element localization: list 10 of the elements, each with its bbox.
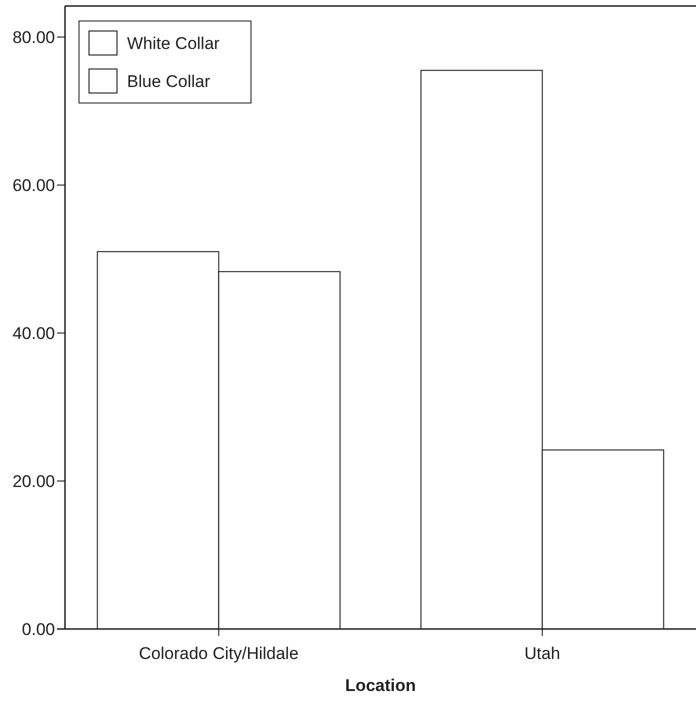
- x-tick-label: Colorado City/Hildale: [138, 644, 299, 663]
- y-tick-label: 20.00: [12, 472, 55, 491]
- x-tick-label: Utah: [524, 644, 560, 663]
- y-tick-label: 80.00: [12, 28, 55, 48]
- legend-label: Blue Collar: [127, 72, 210, 91]
- y-tick-label: 60.00: [12, 176, 55, 196]
- legend-label: White Collar: [127, 34, 220, 53]
- y-tick-label: 0.00: [22, 620, 55, 639]
- y-tick-label: 40.00: [12, 324, 55, 343]
- x-axis-title: Location: [345, 676, 416, 695]
